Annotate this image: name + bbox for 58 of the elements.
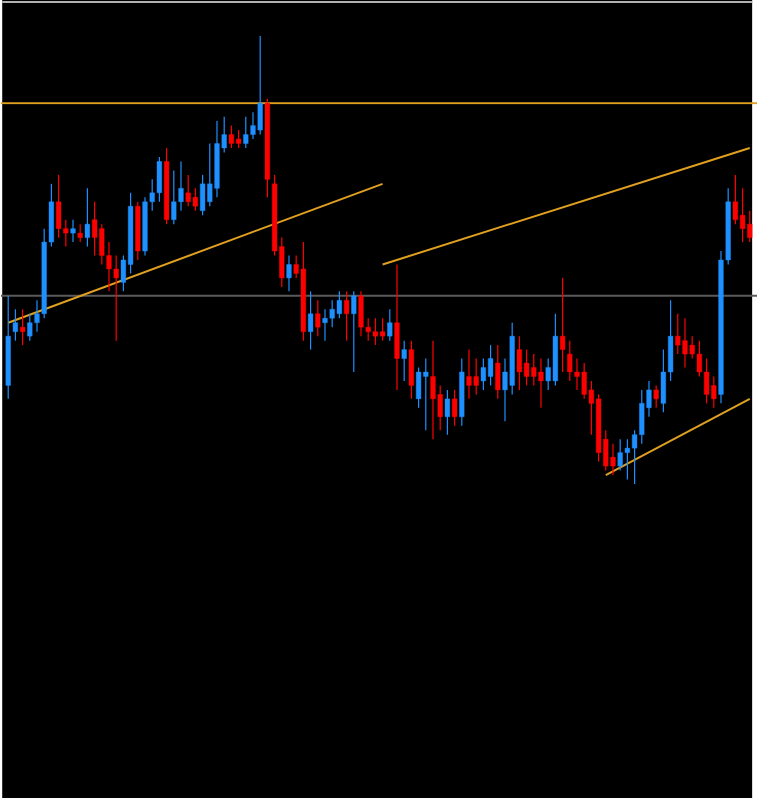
candlestick <box>286 254 292 292</box>
candlestick <box>56 174 62 239</box>
candlestick <box>560 277 566 373</box>
candlestick <box>372 317 378 346</box>
candlestick <box>567 340 573 382</box>
candlestick <box>185 174 191 207</box>
candlestick <box>20 308 26 346</box>
candlestick <box>480 357 486 391</box>
candlestick <box>524 349 530 387</box>
candlestick <box>653 384 659 409</box>
candlestick <box>444 389 450 436</box>
candlestick <box>495 344 501 400</box>
candlestick <box>430 340 436 440</box>
candlestick <box>516 335 522 391</box>
candlestick <box>358 290 364 337</box>
candlestick <box>452 389 458 427</box>
candlestick <box>408 340 414 400</box>
candlestick <box>380 317 386 342</box>
candlestick <box>156 156 162 203</box>
candlestick <box>423 357 429 431</box>
candlestick <box>682 317 688 369</box>
candlestick <box>610 443 616 476</box>
candlestick <box>732 174 738 225</box>
candlestick <box>394 263 400 391</box>
candlestick <box>574 357 580 391</box>
candlestick <box>711 375 717 409</box>
candlestick <box>178 160 184 212</box>
candlestick <box>336 290 342 319</box>
candlestick <box>401 340 407 382</box>
candlestick <box>214 120 220 198</box>
candlestick <box>84 187 90 248</box>
candlestick <box>581 362 587 400</box>
candlestick <box>351 290 357 373</box>
candlestick <box>552 313 558 387</box>
candlestick <box>257 35 263 136</box>
candlestick <box>747 210 753 243</box>
candlestick <box>624 438 630 481</box>
candlestick <box>171 169 177 225</box>
candlestick <box>308 290 314 351</box>
candlestick <box>740 187 746 243</box>
candlestick <box>704 357 710 404</box>
candlestick <box>617 438 623 472</box>
candlestick <box>344 290 350 342</box>
candlestick <box>538 357 544 409</box>
candlestick <box>473 357 479 395</box>
candlestick <box>228 125 234 149</box>
candlestick <box>322 308 328 342</box>
candlestick <box>70 219 76 243</box>
candlestick <box>466 349 472 400</box>
candlestick <box>315 299 321 337</box>
candlestick <box>459 357 465 427</box>
candlestick <box>250 111 256 140</box>
candlestick <box>488 344 494 387</box>
candlestick <box>135 201 141 261</box>
candlestick <box>639 389 645 445</box>
candlestick <box>387 308 393 342</box>
candlestick <box>92 201 98 257</box>
candlestick <box>243 116 249 149</box>
